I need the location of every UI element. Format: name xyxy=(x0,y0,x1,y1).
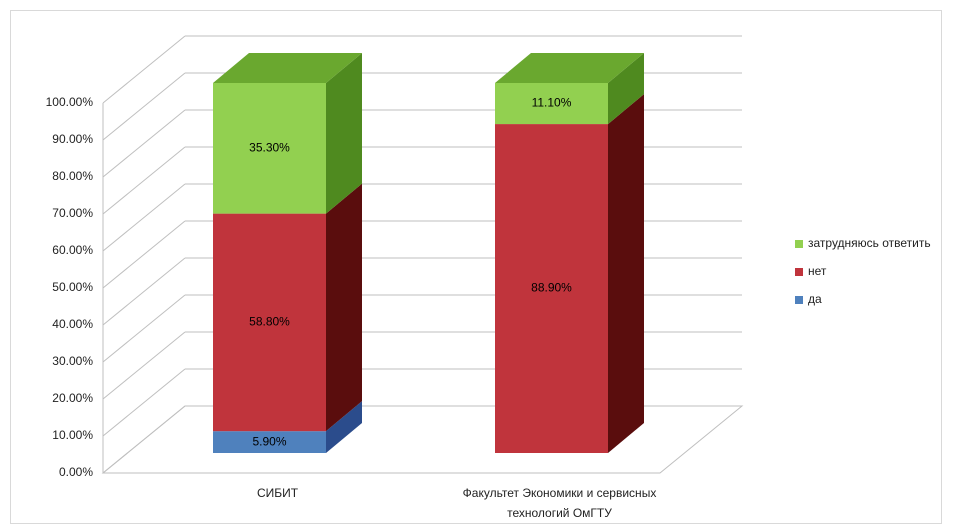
y-tick-label: 90.00% xyxy=(52,132,93,146)
bar-segment-front xyxy=(495,83,608,125)
y-tick-label: 100.00% xyxy=(46,95,94,109)
legend-label: нет xyxy=(808,264,827,278)
y-tick-label: 30.00% xyxy=(52,354,93,368)
side-gridline xyxy=(102,294,186,363)
bar-segment-front xyxy=(213,213,326,432)
bar-segment-side xyxy=(326,53,362,214)
data-label: 5.90% xyxy=(252,434,286,448)
bar-top-face xyxy=(495,53,644,83)
y-tick-label: 70.00% xyxy=(52,206,93,220)
side-gridline xyxy=(102,220,186,289)
side-gridline xyxy=(102,109,186,178)
chart-floor xyxy=(101,405,744,474)
legend-swatch xyxy=(795,268,803,276)
bar-top-face xyxy=(213,53,362,83)
data-label: 88.90% xyxy=(531,281,572,295)
bar-segment-side xyxy=(326,183,362,432)
side-gridline xyxy=(102,35,186,104)
y-tick-label: 0.00% xyxy=(59,465,93,479)
y-tick-label: 20.00% xyxy=(52,391,93,405)
bar-segment-side xyxy=(608,53,644,125)
side-gridline xyxy=(102,72,186,141)
side-gridline xyxy=(102,146,186,215)
side-gridline xyxy=(102,183,186,252)
bar-segment-side xyxy=(326,401,362,453)
y-tick-label: 60.00% xyxy=(52,243,93,257)
y-tick-label: 80.00% xyxy=(52,169,93,183)
side-gridline xyxy=(102,368,186,437)
y-tick-label: 50.00% xyxy=(52,280,93,294)
data-label: 35.30% xyxy=(249,140,290,154)
x-tick-label: СИБИТ xyxy=(257,486,299,500)
x-tick-label: технологий ОмГТУ xyxy=(507,506,612,520)
bar-segment-front xyxy=(495,124,608,453)
y-tick-label: 40.00% xyxy=(52,317,93,331)
bar-segment-front xyxy=(213,83,326,214)
legend-label: да xyxy=(808,292,822,306)
side-gridline xyxy=(102,257,186,326)
side-gridline xyxy=(102,331,186,400)
legend-label: затрудняюсь ответить xyxy=(808,236,931,250)
bar-segment-front xyxy=(213,431,326,453)
x-tick-label: Факультет Экономики и сервисных xyxy=(463,486,657,500)
y-tick-label: 10.00% xyxy=(52,428,93,442)
chart-frame xyxy=(10,10,942,524)
bar-segment-side xyxy=(608,94,644,453)
legend-swatch xyxy=(795,240,803,248)
data-label: 58.80% xyxy=(249,315,290,329)
legend-swatch xyxy=(795,296,803,304)
data-label: 11.10% xyxy=(532,96,572,110)
